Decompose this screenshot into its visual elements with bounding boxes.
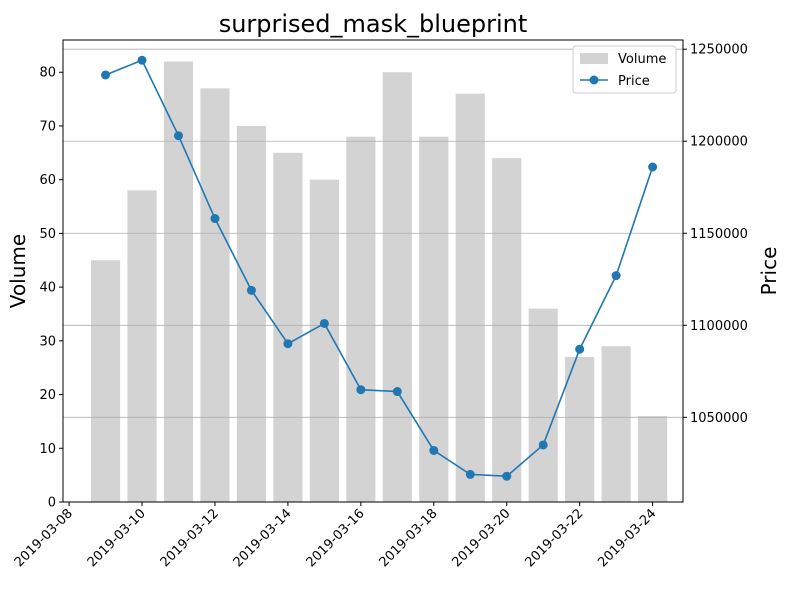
left-y-tick-label: 70 — [39, 119, 56, 134]
price-point — [101, 70, 111, 80]
volume-bar — [382, 72, 412, 503]
x-ticks: 2019-03-08 2019-03-10 2019-03-12 2019-03-14… — [12, 502, 659, 570]
right-y-tick-label: 1050000 — [690, 411, 748, 426]
x-tick-label: 2019-03-24 — [595, 506, 659, 570]
x-tick-label: 2019-03-18 — [377, 506, 441, 570]
left-y-tick-label: 80 — [39, 66, 56, 81]
price-point — [538, 440, 548, 450]
price-line — [105, 59, 654, 478]
right-y-tick-label: 1200000 — [690, 135, 748, 150]
volume-bar — [492, 158, 522, 503]
left-y-ticks: 0 10 20 30 40 50 60 70 80 — [39, 66, 63, 511]
volume-bar — [200, 88, 230, 502]
x-tick-label: 2019-03-14 — [231, 506, 295, 570]
right-y-tick-label: 1100000 — [690, 319, 748, 334]
legend-price-marker — [589, 75, 599, 85]
price-point — [283, 339, 293, 349]
price-point — [465, 469, 475, 479]
price-point — [356, 385, 366, 395]
right-y-tick-label: 1250000 — [690, 43, 748, 58]
left-y-tick-label: 0 — [48, 496, 56, 511]
right-y-ticks: 1050000 1100000 1150000 1200000 1250000 — [683, 43, 748, 426]
volume-bar — [528, 308, 558, 502]
legend: Volume Price — [572, 45, 677, 94]
price-point — [392, 387, 402, 397]
price-markers — [101, 55, 658, 481]
x-tick-label: 2019-03-16 — [304, 506, 368, 570]
volume-bar — [90, 260, 121, 502]
legend-volume-label: Volume — [618, 52, 666, 67]
price-point — [210, 214, 220, 224]
volume-bar — [346, 136, 376, 502]
price-point — [575, 344, 585, 354]
price-point — [429, 445, 439, 455]
volume-bar — [638, 416, 668, 502]
legend-price-label: Price — [618, 74, 650, 89]
volume-bar — [419, 136, 449, 502]
legend-volume-swatch — [580, 53, 608, 64]
volume-bar — [127, 190, 157, 502]
left-y-tick-label: 20 — [39, 388, 56, 403]
left-y-tick-label: 60 — [39, 173, 56, 188]
left-y-tick-label: 10 — [39, 442, 56, 457]
price-point — [319, 318, 329, 328]
price-point — [611, 271, 621, 281]
volume-bar — [455, 93, 485, 502]
left-y-tick-label: 30 — [39, 334, 56, 349]
left-y-tick-label: 50 — [39, 227, 56, 242]
x-tick-label: 2019-03-10 — [85, 506, 149, 570]
x-tick-label: 2019-03-08 — [12, 506, 76, 570]
price-point — [137, 55, 147, 65]
price-point — [173, 131, 183, 141]
volume-bars — [90, 61, 668, 503]
price-point — [502, 471, 512, 481]
price-point — [648, 162, 658, 172]
volume-bar — [163, 61, 194, 502]
x-tick-label: 2019-03-20 — [450, 506, 514, 570]
volume-bar — [236, 125, 267, 502]
volume-bar — [565, 356, 595, 502]
left-y-tick-label: 40 — [39, 281, 56, 296]
plot-frame — [62, 39, 684, 503]
right-y-tick-label: 1150000 — [690, 227, 748, 242]
x-tick-label: 2019-03-12 — [158, 506, 222, 570]
volume-bar — [601, 346, 631, 502]
x-tick-label: 2019-03-22 — [522, 506, 586, 570]
left-y-axis-label: Volume — [6, 234, 30, 308]
volume-bar — [273, 152, 303, 502]
right-y-axis-label: Price — [757, 247, 781, 296]
chart-title: surprised_mask_blueprint — [219, 10, 528, 38]
price-point — [246, 285, 256, 295]
